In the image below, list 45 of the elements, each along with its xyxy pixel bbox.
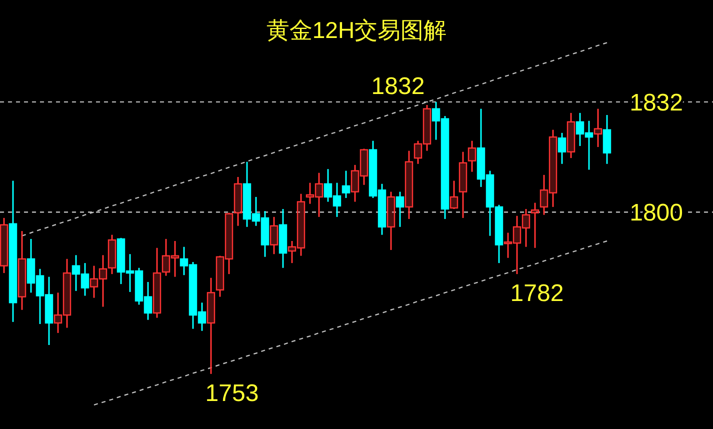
candlestick xyxy=(530,202,540,249)
candlestick xyxy=(270,216,278,255)
candlestick xyxy=(0,217,8,274)
candlestick xyxy=(98,254,108,308)
line-series xyxy=(93,240,608,406)
candlestick xyxy=(288,240,296,264)
candlestick xyxy=(296,193,306,257)
candlestick xyxy=(468,140,476,173)
candlestick xyxy=(350,164,360,203)
candlestick xyxy=(152,247,162,319)
text: 黄金12H交易图解 xyxy=(266,17,447,43)
candlestick xyxy=(8,180,18,323)
candlestick xyxy=(206,277,216,375)
candlestick xyxy=(170,240,180,278)
candlestick xyxy=(108,234,116,275)
annotation: 1782 xyxy=(510,280,564,307)
candlestick xyxy=(548,129,558,208)
annotation: 1832 xyxy=(371,73,425,100)
candlestick xyxy=(62,258,72,329)
candlestick xyxy=(594,108,602,148)
candlestick xyxy=(360,148,368,186)
candlestick xyxy=(386,191,396,251)
candlestick xyxy=(404,150,414,220)
candlestick xyxy=(540,174,548,216)
candlestick xyxy=(224,212,234,275)
candlestick xyxy=(216,255,224,298)
annotation: 1753 xyxy=(205,380,259,407)
candlestick xyxy=(414,140,422,165)
candlestick xyxy=(504,232,512,259)
candlestick xyxy=(90,265,98,299)
candlestick xyxy=(278,208,288,269)
candlestick xyxy=(54,292,62,334)
candlestick xyxy=(306,182,314,205)
candlestick xyxy=(18,230,26,311)
candlestick xyxy=(314,172,324,218)
candlestick xyxy=(450,180,458,210)
candlestick xyxy=(602,114,612,165)
candlestick xyxy=(522,208,530,248)
candlestick xyxy=(458,151,468,219)
candlestick xyxy=(422,104,432,152)
candlestick xyxy=(234,176,242,227)
candlestick xyxy=(162,238,170,277)
y-tick-label: 1800 xyxy=(630,199,683,226)
candlestick xyxy=(512,215,522,275)
candlestick xyxy=(566,112,576,159)
